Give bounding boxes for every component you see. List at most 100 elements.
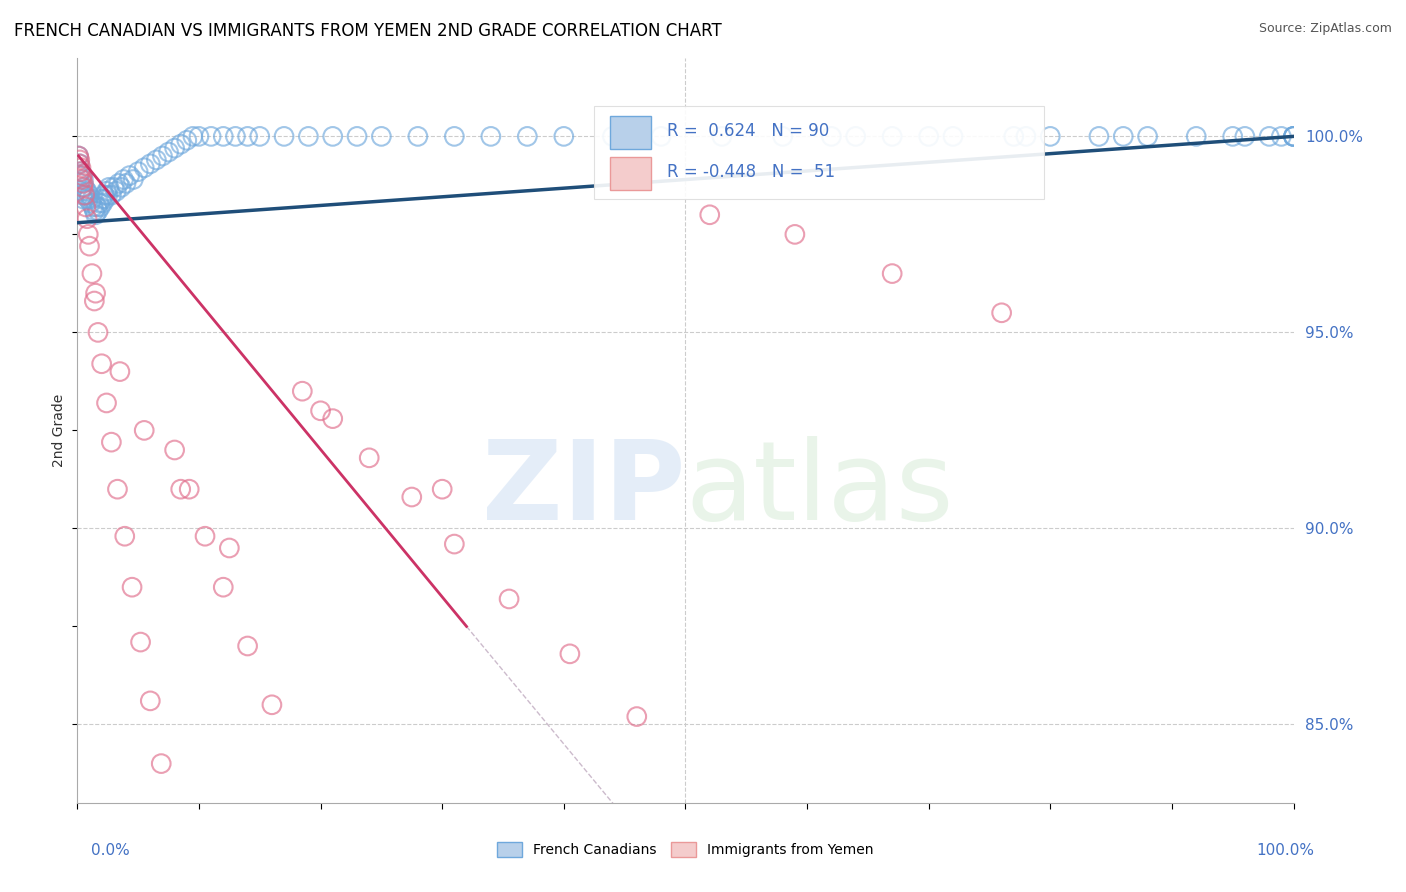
Point [218,541,240,555]
Point [359,450,381,465]
Point [170,137,193,152]
Point [93,188,115,202]
Point [443,537,465,551]
Point [77,192,100,206]
Point [107,177,129,191]
Point [118,169,141,183]
Point [200,129,222,144]
Point [70,172,93,186]
Point [212,580,235,594]
Point [322,411,344,425]
Y-axis label: 2nd Grade: 2nd Grade [52,393,66,467]
Point [134,161,156,175]
Point [139,157,162,171]
Point [1039,129,1062,144]
Point [401,490,423,504]
Point [67,149,90,163]
Point [84,286,107,301]
Point [181,129,204,144]
Point [114,529,136,543]
Point [783,227,806,242]
Point [72,180,94,194]
Point [69,153,91,167]
Point [406,129,429,144]
Point [80,267,103,281]
Point [72,192,94,206]
Point [820,129,842,144]
Point [70,188,93,202]
Point [236,639,259,653]
Point [558,647,581,661]
Point [626,709,648,723]
Point [72,177,94,191]
Point [297,129,319,144]
Point [79,239,101,253]
Point [96,184,118,198]
Point [170,482,193,496]
Point [122,172,145,186]
Point [75,200,97,214]
Point [942,129,965,144]
Text: R = -0.448   N =  51: R = -0.448 N = 51 [668,163,835,181]
Point [1282,129,1305,144]
Point [163,141,186,155]
Point [91,196,114,211]
Point [100,435,122,450]
Point [89,200,111,214]
Point [103,180,125,194]
Point [72,172,94,186]
Point [710,129,733,144]
Point [1270,129,1292,144]
Point [260,698,283,712]
Point [70,169,93,183]
Point [69,164,91,178]
Point [80,196,103,211]
Point [602,129,624,144]
Point [1136,129,1159,144]
Point [145,153,167,167]
Point [79,188,101,202]
Point [97,180,120,194]
Point [188,129,211,144]
Point [73,188,96,202]
Point [127,164,149,178]
Point [699,208,721,222]
Point [1088,129,1111,144]
Legend: French Canadians, Immigrants from Yemen: French Canadians, Immigrants from Yemen [492,837,879,863]
Point [212,129,235,144]
Point [110,180,132,194]
Point [152,149,174,163]
Point [121,580,143,594]
Point [236,129,259,144]
Point [1112,129,1135,144]
Point [224,129,246,144]
Point [882,267,904,281]
Point [249,129,271,144]
Point [86,200,108,214]
Point [498,591,520,606]
Point [553,129,575,144]
Point [990,306,1012,320]
Point [918,129,941,144]
Point [112,172,135,186]
Point [84,208,107,222]
Text: R =  0.624   N = 90: R = 0.624 N = 90 [668,122,830,140]
Point [1258,129,1281,144]
Point [70,184,93,198]
Point [179,482,201,496]
Point [90,357,112,371]
Point [129,635,152,649]
Text: 100.0%: 100.0% [1257,843,1315,858]
Point [90,192,112,206]
Point [443,129,465,144]
Point [105,184,128,198]
Point [73,180,96,194]
Point [370,129,392,144]
Point [75,188,97,202]
Point [291,384,314,399]
Point [157,145,180,159]
Point [1222,129,1244,144]
Point [194,529,217,543]
Point [134,424,156,438]
Point [83,293,105,308]
